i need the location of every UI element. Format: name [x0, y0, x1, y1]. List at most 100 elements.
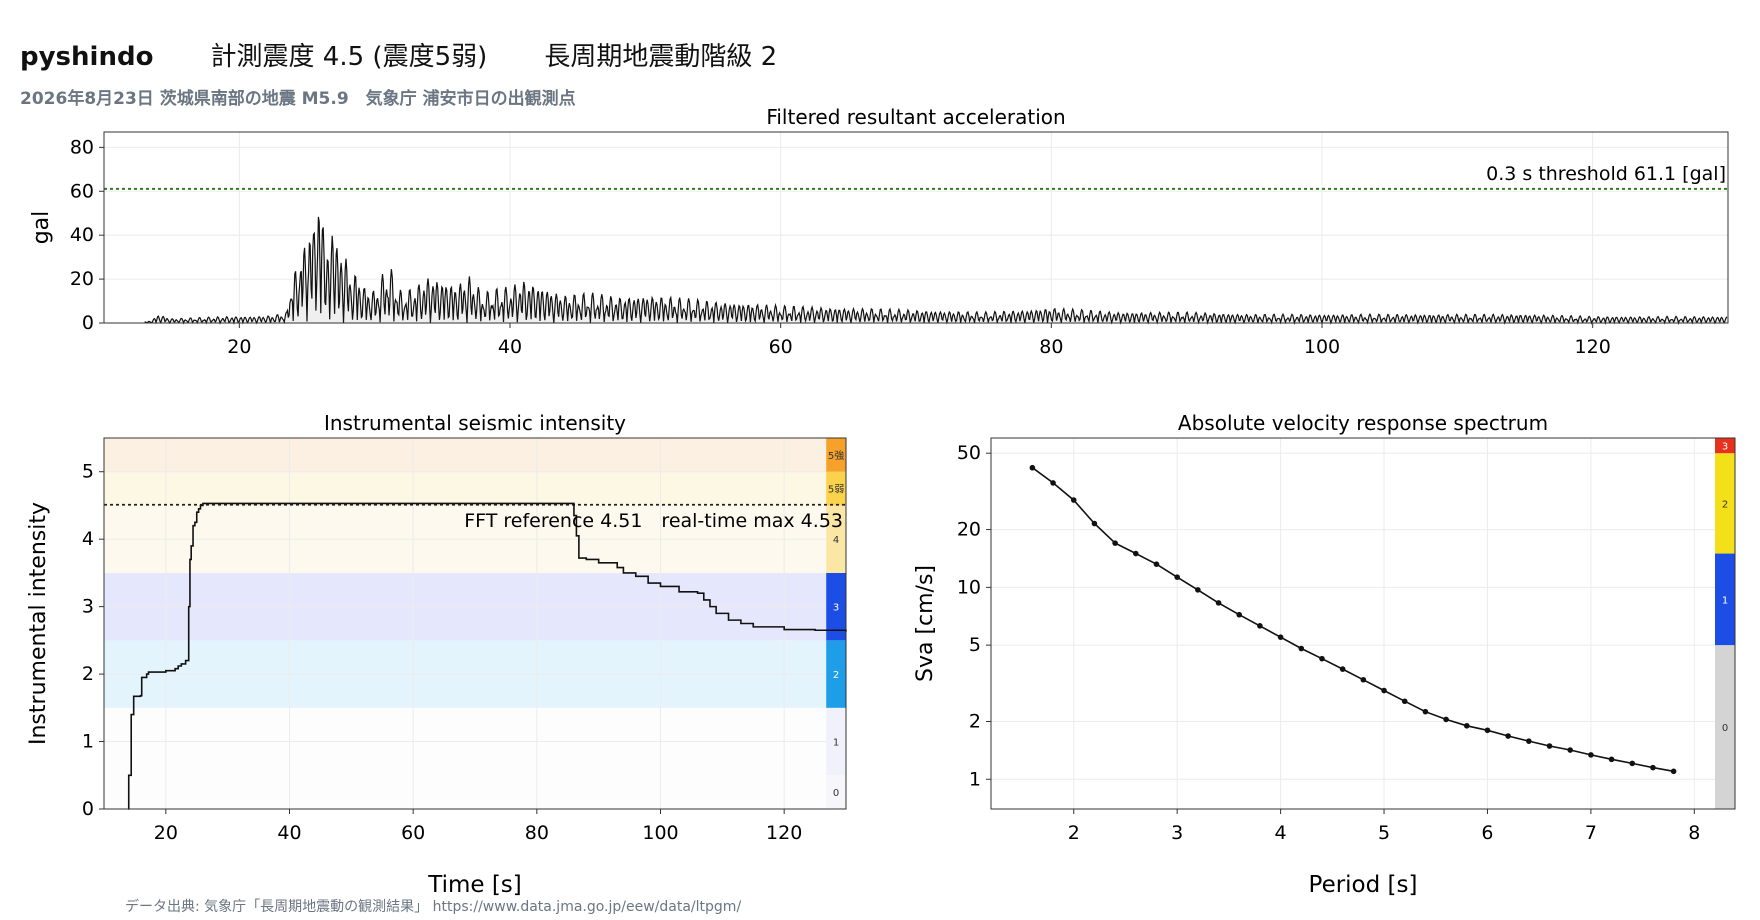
- accel-plot-frame: [103, 131, 1729, 324]
- intensity-scale-label: 5強: [828, 449, 844, 462]
- long-period-class: 長周期地震動階級 2: [544, 42, 778, 72]
- intensity-x-tick-label: 60: [401, 822, 425, 844]
- spectrum-data-point: [1401, 698, 1408, 705]
- spectrum-x-tick-label: 4: [1275, 822, 1287, 844]
- spectrum-series-line: [1031, 467, 1674, 773]
- intensity-x-axis-label: Time [s]: [427, 872, 522, 898]
- intensity-x-tick-label: 100: [642, 822, 678, 844]
- intensity-scale-label: 3: [833, 603, 839, 614]
- header: pyshindo 計測震度 4.5 (震度5弱) 長周期地震動階級 2: [20, 36, 777, 73]
- accel-threshold-label: 0.3 s threshold 61.1 [gal]: [1486, 163, 1726, 185]
- spectrum-data-point: [1443, 716, 1449, 723]
- intensity-scale-segment: [826, 707, 846, 776]
- intensity-scale-label: 0: [833, 788, 839, 799]
- intensity-scale-label: 4: [833, 535, 839, 546]
- spectrum-data-point: [1484, 727, 1491, 734]
- spectrum-data-point: [1422, 708, 1429, 715]
- spectrum-x-tick-label: 2: [1068, 822, 1080, 844]
- spectrum-data-point: [1050, 480, 1056, 486]
- spectrum-data-point: [1070, 497, 1077, 503]
- spectrum-data-point: [1174, 574, 1180, 580]
- spectrum-data-point: [1091, 520, 1098, 527]
- intensity-y-tick-label: 4: [82, 528, 94, 550]
- intensity-scale-segment: [826, 505, 846, 573]
- spectrum-scale-segment: [1715, 453, 1735, 554]
- accel-x-tick-label: 120: [1575, 336, 1611, 358]
- spectrum-scale-label: 0: [1722, 723, 1728, 734]
- spectrum-data-point: [1195, 587, 1201, 593]
- spectrum-y-tick-label: 20: [957, 519, 981, 541]
- spectrum-x-tick-label: 7: [1585, 822, 1597, 844]
- spectrum-y-tick-label: 5: [969, 634, 981, 656]
- spectrum-data-point: [1029, 464, 1036, 471]
- intensity-scale-label: 5弱: [828, 484, 844, 496]
- spectrum-data-point: [1505, 733, 1511, 739]
- spectrum-data-point: [1298, 645, 1305, 652]
- accel-x-tick-label: 20: [227, 336, 251, 358]
- intensity-x-tick-label: 80: [525, 822, 549, 844]
- intensity-scale-label: 1: [833, 738, 839, 749]
- spectrum-chart-title: Absolute velocity response spectrum: [1178, 411, 1548, 435]
- intensity-y-tick-label: 5: [82, 461, 94, 483]
- intensity-series-line: [127, 502, 847, 810]
- spectrum-x-tick-label: 6: [1481, 822, 1493, 844]
- accel-y-tick-label: 20: [70, 268, 94, 290]
- intensity-summary: 計測震度 4.5 (震度5弱): [210, 42, 488, 72]
- intensity-y-axis-label: Instrumental intensity: [26, 502, 51, 745]
- intensity-x-tick-label: 40: [277, 822, 301, 844]
- intensity-x-tick-label: 20: [154, 822, 178, 844]
- accel-y-tick-label: 80: [70, 136, 94, 158]
- spectrum-data-point: [1629, 760, 1636, 767]
- accel-y-tick-label: 60: [70, 180, 94, 202]
- accel-waveform-fill: [144, 216, 1729, 323]
- intensity-y-tick-label: 3: [82, 596, 94, 618]
- spectrum-scale-segment: [1715, 553, 1735, 646]
- spectrum-scale-segment: [1715, 438, 1735, 454]
- intensity-x-tick-label: 120: [766, 822, 802, 844]
- spectrum-y-tick-label: 10: [957, 576, 981, 598]
- data-source-note: データ出典: 気象庁「長周期地震動の観測結果」 https://www.data…: [125, 899, 742, 915]
- accel-y-axis-label: gal: [29, 211, 54, 245]
- spectrum-plot-frame: [990, 437, 1736, 810]
- spectrum-data-point: [1339, 666, 1346, 672]
- intensity-band: [104, 471, 827, 506]
- intensity-scale-segment: [826, 572, 846, 641]
- spectrum-x-tick-label: 3: [1171, 822, 1183, 844]
- accel-x-tick-label: 80: [1039, 336, 1063, 358]
- spectrum-scale-label: 2: [1722, 499, 1728, 510]
- spectrum-scale-label: 1: [1722, 595, 1728, 606]
- spectrum-y-tick-label: 50: [957, 442, 981, 464]
- intensity-scale-segment: [826, 438, 846, 472]
- spectrum-data-point: [1277, 634, 1284, 640]
- spectrum-data-point: [1112, 540, 1118, 546]
- accel-x-tick-label: 60: [769, 336, 793, 358]
- spectrum-data-point: [1360, 676, 1367, 683]
- intensity-chart-title: Instrumental seismic intensity: [324, 411, 626, 435]
- spectrum-y-axis-label: Sva [cm/s]: [913, 565, 938, 682]
- spectrum-data-point: [1133, 550, 1139, 557]
- spectrum-x-tick-label: 8: [1688, 822, 1700, 844]
- accel-x-tick-label: 40: [498, 336, 522, 358]
- spectrum-y-tick-label: 2: [969, 710, 981, 732]
- intensity-scale-segment: [826, 775, 846, 809]
- accel-y-tick-label: 40: [70, 224, 94, 246]
- subtitle: 2026年8月23日 茨城県南部の地震 M5.9 気象庁 浦安市日の出観測点: [20, 89, 576, 109]
- spectrum-data-point: [1381, 687, 1387, 694]
- accel-x-tick-label: 100: [1304, 336, 1340, 358]
- intensity-band: [104, 438, 827, 472]
- intensity-scale-segment: [826, 640, 846, 708]
- spectrum-data-point: [1319, 655, 1325, 662]
- spectrum-data-point: [1650, 764, 1656, 771]
- accel-chart-title: Filtered resultant acceleration: [766, 105, 1065, 129]
- spectrum-data-point: [1608, 756, 1615, 763]
- intensity-band: [104, 707, 827, 809]
- accel-waveform-line: [144, 216, 1728, 326]
- intensity-scale-segment: [826, 471, 846, 506]
- spectrum-data-point: [1526, 738, 1532, 744]
- spectrum-data-point: [1236, 611, 1243, 618]
- intensity-y-tick-label: 2: [82, 663, 94, 685]
- spectrum-data-point: [1215, 600, 1222, 606]
- spectrum-scale-label: 3: [1722, 442, 1728, 453]
- spectrum-x-axis-label: Period [s]: [1309, 872, 1418, 898]
